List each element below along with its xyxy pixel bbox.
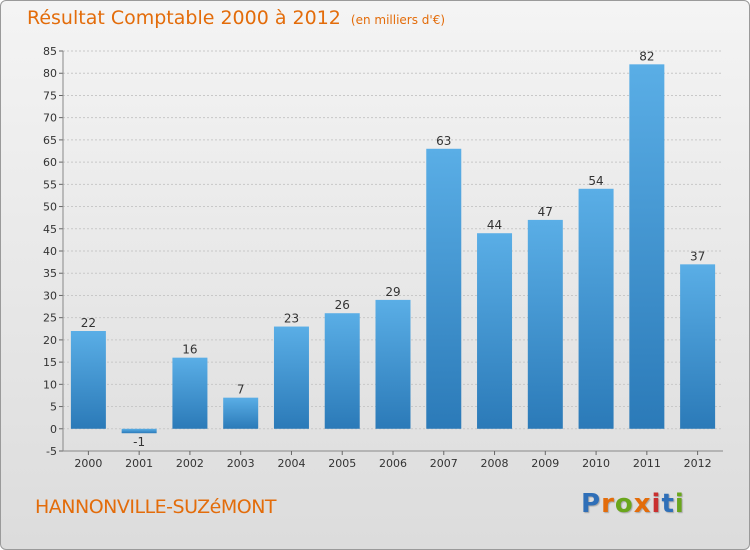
- x-tick-label: 2006: [379, 457, 407, 470]
- y-tick-label: 40: [43, 245, 57, 258]
- y-tick-label: -5: [46, 445, 57, 458]
- bar-2001: [121, 428, 157, 434]
- chart-title-block: Résultat Comptable 2000 à 2012 (en millie…: [27, 7, 445, 29]
- y-tick-label: 70: [43, 112, 57, 125]
- logo-letter: i: [674, 489, 685, 519]
- x-tick-label: 2011: [633, 457, 661, 470]
- bar-2007: [426, 148, 462, 429]
- x-tick-label: 2004: [277, 457, 305, 470]
- data-label-2007: 63: [436, 134, 451, 148]
- bar-2012: [680, 264, 716, 429]
- bars: [70, 64, 716, 434]
- x-tick-label: 2003: [227, 457, 255, 470]
- logo-letter: r: [601, 489, 615, 519]
- bar-2009: [527, 219, 563, 429]
- y-tick-label: 75: [43, 89, 57, 102]
- x-tick-label: 2008: [481, 457, 509, 470]
- proxiti-logo: Proxiti: [581, 489, 685, 519]
- y-tick-label: 50: [43, 201, 57, 214]
- y-tick-label: 0: [50, 423, 57, 436]
- bar-2005: [324, 313, 360, 429]
- y-tick-label: 5: [50, 401, 57, 414]
- bar-2002: [172, 357, 208, 429]
- logo-letter: x: [633, 489, 652, 519]
- y-tick-label: 10: [43, 378, 57, 391]
- data-label-2011: 82: [639, 49, 654, 63]
- data-label-2002: 16: [182, 343, 197, 357]
- y-axis-ticks: -5 0 5 10 15 20 25 30 35 40 45 50 55 60 65 70 75 80 85: [43, 45, 64, 458]
- x-axis-ticks: 2000 2001 2002 2003 2004 2005 2006 2007 2008 2009…: [63, 450, 723, 470]
- chart-title: Résultat Comptable 2000 à 2012: [27, 7, 341, 29]
- data-label-2006: 29: [385, 285, 400, 299]
- data-label-2009: 47: [538, 205, 553, 219]
- x-tick-label: 2002: [176, 457, 204, 470]
- y-tick-label: 45: [43, 223, 57, 236]
- x-tick-label: 2009: [531, 457, 559, 470]
- data-labels: 22 -1 16 7 23 26 29 63 44 47 54 82 37: [81, 49, 706, 449]
- y-tick-label: 30: [43, 289, 57, 302]
- bar-2004: [273, 326, 309, 429]
- data-label-2008: 44: [487, 218, 502, 232]
- y-tick-label: 80: [43, 67, 57, 80]
- logo-letter: P: [581, 489, 602, 519]
- bar-2000: [70, 331, 106, 429]
- bar-2011: [629, 64, 665, 429]
- data-label-2003: 7: [237, 383, 245, 397]
- data-label-2010: 54: [588, 174, 603, 188]
- x-tick-label: 2012: [684, 457, 712, 470]
- y-tick-label: 55: [43, 178, 57, 191]
- bar-2003: [223, 397, 259, 429]
- y-tick-label: 65: [43, 134, 57, 147]
- data-label-2000: 22: [81, 316, 96, 330]
- x-tick-label: 2010: [582, 457, 610, 470]
- bar-2008: [477, 233, 513, 429]
- y-tick-label: 15: [43, 356, 57, 369]
- y-tick-label: 85: [43, 45, 57, 58]
- data-label-2012: 37: [690, 249, 705, 263]
- data-label-2001: -1: [133, 435, 145, 449]
- logo-letter: o: [614, 489, 634, 519]
- data-label-2004: 23: [284, 312, 299, 326]
- bar-2010: [578, 188, 614, 429]
- x-tick-label: 2001: [125, 457, 153, 470]
- x-tick-label: 2000: [74, 457, 102, 470]
- y-tick-label: 60: [43, 156, 57, 169]
- logo-letter: t: [661, 489, 675, 519]
- commune-name: HANNONVILLE-SUZéMONT: [35, 496, 277, 518]
- bar-2006: [375, 299, 411, 429]
- y-tick-label: 25: [43, 312, 57, 325]
- y-tick-label: 35: [43, 267, 57, 280]
- data-label-2005: 26: [335, 298, 350, 312]
- x-tick-label: 2007: [430, 457, 458, 470]
- logo-letter: i: [651, 489, 662, 519]
- y-tick-label: 20: [43, 334, 57, 347]
- x-tick-label: 2005: [328, 457, 356, 470]
- chart-unit-note: (en milliers d'€): [350, 13, 446, 27]
